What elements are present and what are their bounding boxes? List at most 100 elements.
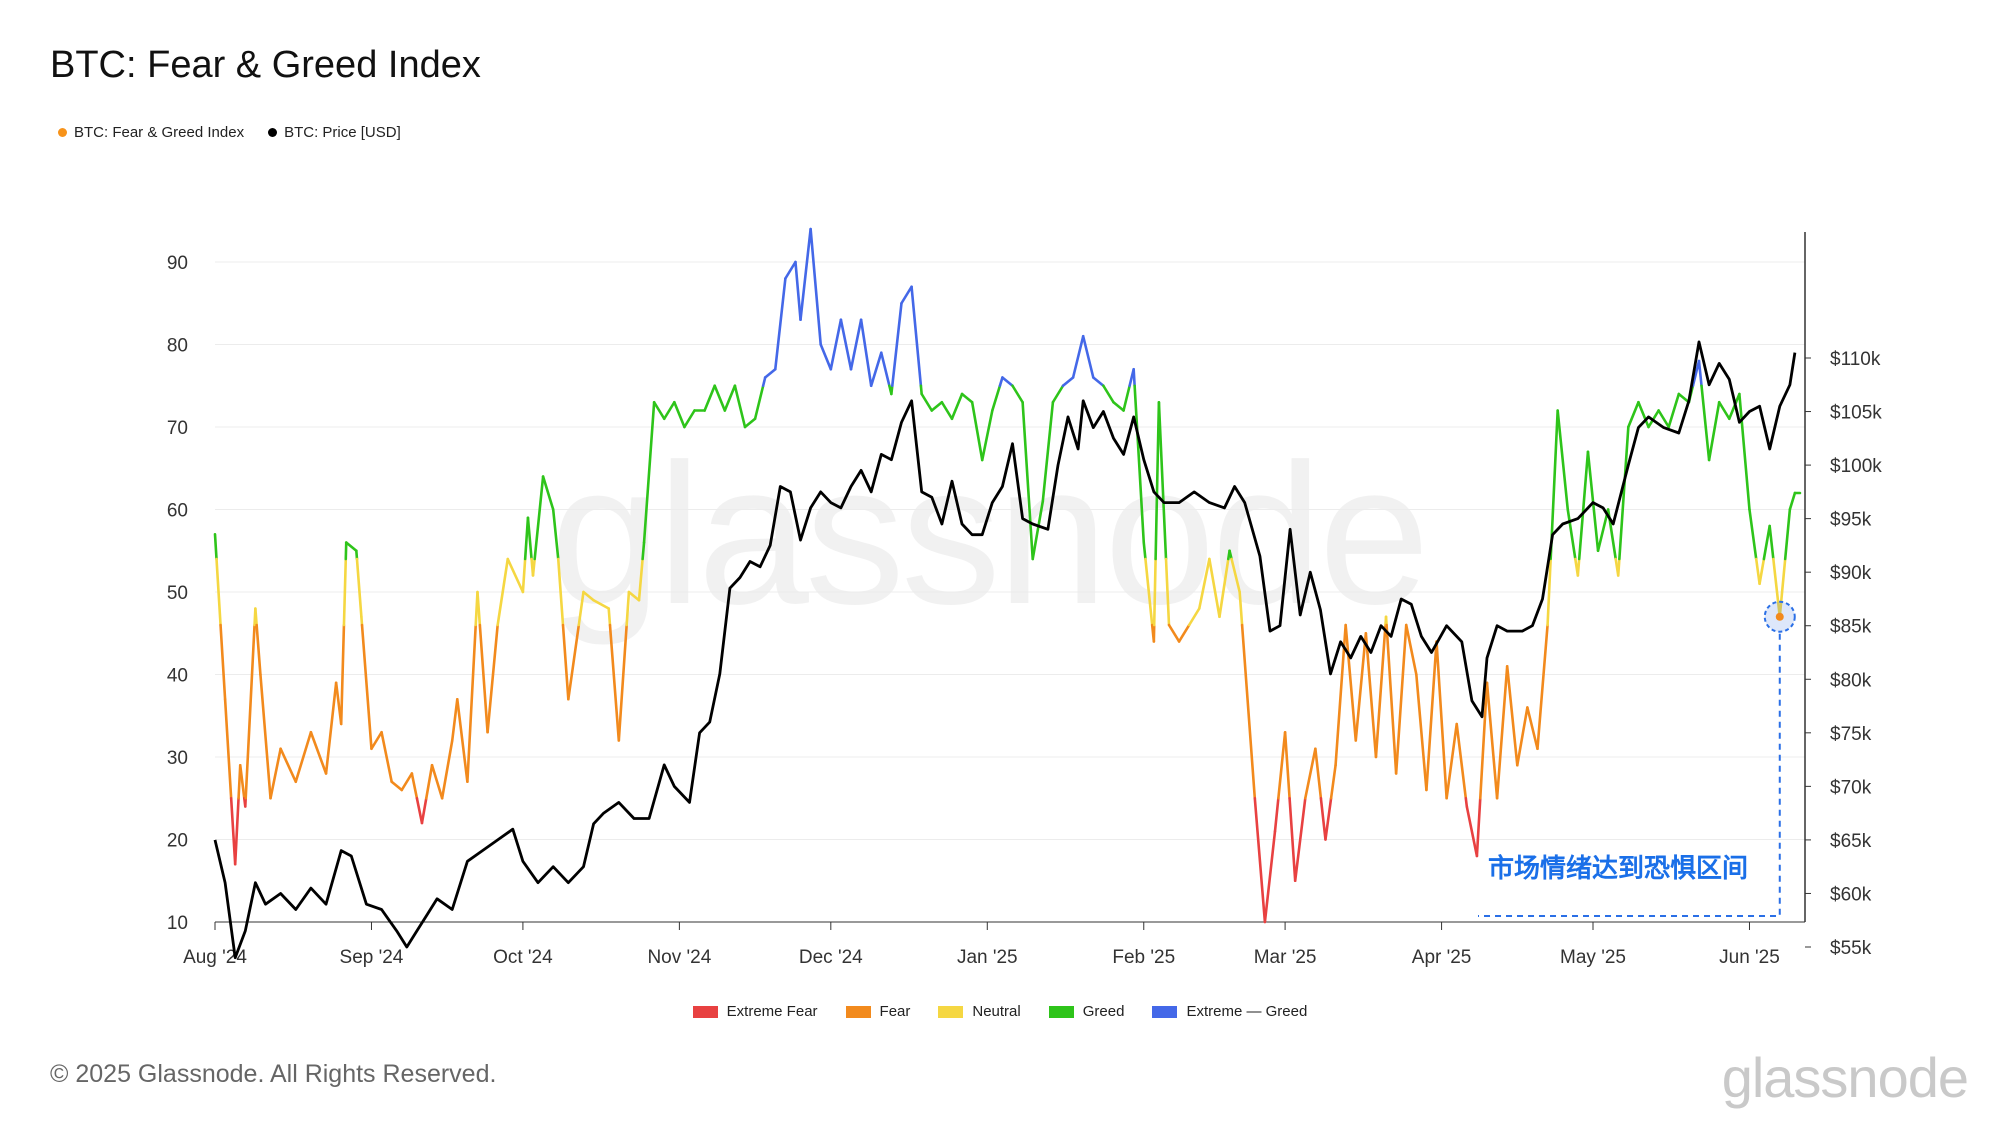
- fear-greed-segment: [1253, 796, 1267, 924]
- fear-greed-segment: [561, 623, 570, 701]
- fear-greed-segment: [940, 400, 954, 421]
- legend-label-extreme-greed: Extreme — Greed: [1186, 1003, 1308, 1020]
- y-right-tick-label: $90k: [1830, 563, 1872, 584]
- fear-greed-segment: [1344, 623, 1358, 742]
- fear-greed-segment: [223, 697, 233, 800]
- annotation-fear-zone: 市场情绪达到恐惧区间: [1488, 853, 1749, 883]
- fear-greed-segment: [254, 607, 258, 627]
- fear-greed-segment: [355, 557, 363, 619]
- fear-greed-segment: [652, 400, 666, 421]
- fear-greed-segment: [1707, 400, 1721, 462]
- fear-greed-segment: [592, 598, 611, 610]
- fear-greed-segment: [215, 557, 222, 627]
- fear-greed-segment: [890, 384, 894, 396]
- fear-greed-segment: [1061, 376, 1075, 388]
- glassnode-logo: glassnode: [1721, 1046, 1969, 1109]
- fear-greed-segment: [673, 400, 686, 429]
- swatch-fear: [845, 1005, 871, 1018]
- fear-greed-segment: [1177, 623, 1191, 643]
- fear-greed-segment: [1394, 623, 1408, 775]
- fear-greed-segment: [269, 747, 282, 800]
- fear-greed-segment: [1031, 499, 1045, 561]
- fear-greed-segment: [455, 697, 469, 784]
- fear-greed-segment: [1041, 400, 1055, 503]
- fear-greed-segment: [617, 623, 628, 742]
- fear-greed-segment: [1556, 409, 1570, 511]
- legend-bottom: Extreme Fear Fear Neutral Greed Extreme …: [0, 1003, 2000, 1020]
- fear-greed-segment: [1154, 400, 1161, 561]
- copyright-text: © 2025 Glassnode. All Rights Reserved.: [50, 1060, 497, 1088]
- legend-label-price: BTC: Price [USD]: [284, 124, 401, 141]
- fear-greed-segment: [784, 260, 797, 280]
- fear-greed-segment: [608, 623, 621, 742]
- fear-greed-segment: [627, 590, 641, 602]
- fear-greed-segment: [1647, 409, 1660, 429]
- y-left-tick-label: 30: [167, 748, 188, 769]
- y-right-tick-label: $60k: [1830, 884, 1872, 905]
- fear-greed-segment: [440, 739, 454, 800]
- fear-greed-segment: [1546, 557, 1552, 627]
- fear-greed-segment: [1329, 763, 1337, 800]
- legend-item-extreme-fear[interactable]: Extreme Fear: [692, 1003, 818, 1020]
- fear-greed-segment: [233, 796, 240, 866]
- fear-greed-segment: [869, 351, 883, 388]
- fear-greed-segment: [324, 681, 338, 775]
- x-tick-label: Apr '25: [1412, 947, 1472, 968]
- fear-greed-segment: [244, 623, 256, 800]
- y-right-tick-label: $85k: [1830, 617, 1872, 638]
- fear-greed-segment: [1495, 664, 1509, 800]
- fear-greed-segment: [1616, 557, 1621, 577]
- fear-greed-segment: [1167, 623, 1181, 643]
- legend-label-fear: Fear: [879, 1003, 911, 1020]
- y-right-tick-label: $95k: [1830, 510, 1872, 531]
- fear-greed-segment: [761, 376, 767, 388]
- fear-greed-segment: [533, 475, 545, 561]
- legend-item-fear[interactable]: Fear: [845, 1003, 911, 1020]
- fear-greed-segment: [1197, 557, 1211, 610]
- fear-greed-segment: [1001, 376, 1014, 388]
- fear-greed-segment: [1152, 557, 1157, 627]
- fear-greed-segment: [1122, 384, 1131, 412]
- fear-greed-segment: [1263, 829, 1277, 924]
- y-right-tick-label: $105k: [1830, 403, 1882, 424]
- fear-greed-segment: [703, 384, 717, 412]
- fear-greed-segment: [496, 557, 510, 627]
- fear-greed-segment: [930, 400, 944, 412]
- legend-item-price[interactable]: BTC: Price [USD]: [268, 124, 401, 141]
- legend-item-neutral[interactable]: Neutral: [938, 1003, 1021, 1020]
- fear-greed-segment: [1277, 730, 1287, 800]
- legend-item-fear-greed[interactable]: BTC: Fear & Greed Index: [58, 124, 244, 141]
- fear-greed-segment: [556, 557, 565, 627]
- fear-greed-segment: [1144, 557, 1154, 627]
- fear-greed-segment: [1627, 400, 1640, 429]
- fear-greed-segment: [1435, 640, 1448, 800]
- x-tick-label: May '25: [1560, 947, 1626, 968]
- fear-greed-segment: [1133, 384, 1146, 544]
- fear-greed-segment: [577, 590, 585, 627]
- y-right-tick-label: $80k: [1830, 670, 1872, 691]
- fear-greed-segment: [541, 475, 555, 511]
- fear-greed-segment: [1778, 557, 1787, 619]
- legend-item-greed[interactable]: Greed: [1048, 1003, 1124, 1020]
- fear-greed-segment: [1384, 615, 1388, 627]
- fear-greed-segment: [773, 277, 787, 371]
- fear-greed-segment: [683, 409, 696, 429]
- fear-greed-segment: [415, 796, 424, 825]
- fear-greed-segment: [1717, 400, 1731, 421]
- y-left-tick-label: 90: [167, 253, 188, 274]
- fear-greed-segment: [1748, 508, 1758, 561]
- fear-greed-segment: [1478, 681, 1489, 800]
- fear-greed-segment: [400, 772, 414, 792]
- fear-greed-segment: [970, 400, 984, 462]
- fear-greed-segment: [1273, 796, 1280, 833]
- fear-greed-segment: [1404, 623, 1418, 676]
- fear-greed-segment: [360, 623, 373, 751]
- legend-item-extreme-greed[interactable]: Extreme — Greed: [1152, 1003, 1307, 1020]
- fear-greed-segment: [279, 747, 298, 784]
- fear-greed-segment: [1536, 623, 1549, 751]
- fear-greed-segment: [1691, 359, 1701, 388]
- fear-greed-segment: [344, 541, 358, 553]
- fear-greed-segment: [1464, 796, 1469, 808]
- fear-greed-segment: [551, 508, 560, 561]
- fear-greed-segment: [662, 400, 676, 421]
